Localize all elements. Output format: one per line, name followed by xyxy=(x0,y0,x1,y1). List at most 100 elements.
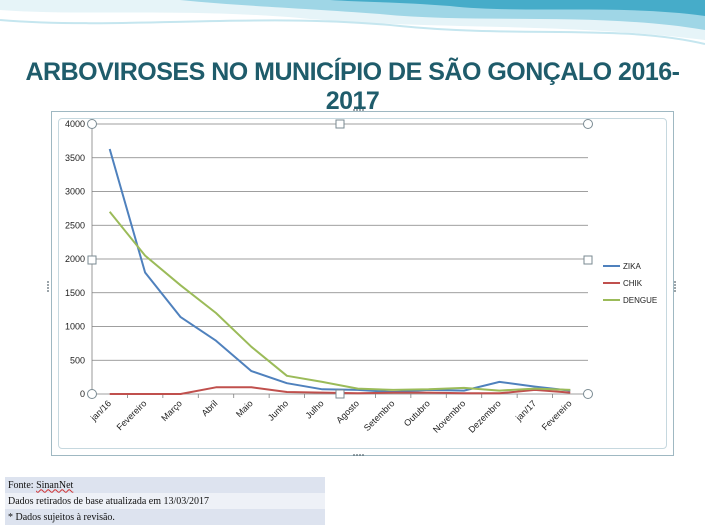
series-line-zika xyxy=(108,148,571,393)
series-line-dengue xyxy=(108,211,571,392)
x-tick-label: Novembro xyxy=(431,398,467,434)
x-tick-label: jan/16 xyxy=(88,398,113,423)
y-tick-label: 2500 xyxy=(65,220,85,230)
frame-grip-dot xyxy=(674,290,676,292)
y-tick-label: 3500 xyxy=(65,153,85,163)
x-tick-label: Julho xyxy=(303,398,325,420)
resize-handle[interactable] xyxy=(335,119,345,129)
x-tick-label: Setembro xyxy=(362,398,397,433)
data-point-chik xyxy=(286,391,288,393)
data-point-chik xyxy=(427,391,429,393)
resize-handle[interactable] xyxy=(87,255,97,265)
slide-title: ARBOVIROSES NO MUNICÍPIO DE SÃO GONÇALO … xyxy=(25,58,681,115)
frame-grip-dot xyxy=(353,454,355,456)
y-tick-label: 500 xyxy=(70,355,85,365)
data-point-dengue xyxy=(463,387,465,389)
resize-handle[interactable] xyxy=(583,255,593,265)
data-point-chik xyxy=(109,393,111,395)
frame-grip-dot xyxy=(47,284,49,286)
frame-grip-dot xyxy=(47,287,49,289)
frame-grip-dot xyxy=(362,109,364,111)
header-wave-banner xyxy=(0,0,705,45)
data-point-dengue xyxy=(109,211,111,213)
source-row-date: Dados retirados de base atualizada em 13… xyxy=(5,493,325,509)
data-point-dengue xyxy=(357,387,359,389)
resize-handle[interactable] xyxy=(583,119,593,129)
data-point-dengue xyxy=(321,381,323,383)
data-point-chik xyxy=(392,391,394,393)
x-tick-label: Fevereiro xyxy=(115,398,149,432)
frame-grip-dot xyxy=(674,284,676,286)
source-empty-cell xyxy=(269,509,325,525)
data-point-dengue xyxy=(427,388,429,390)
data-point-chik xyxy=(179,393,181,395)
data-point-chik xyxy=(357,392,359,394)
data-point-chik xyxy=(250,386,252,388)
data-point-zika xyxy=(250,370,252,372)
frame-grip-dot xyxy=(674,287,676,289)
banner-wave-line xyxy=(0,19,705,45)
resize-handle[interactable] xyxy=(87,389,97,399)
source-revision-note: * Dados sujeitos à revisão. xyxy=(5,509,269,525)
frame-grip-dot xyxy=(356,454,358,456)
x-tick-label: Junho xyxy=(266,398,290,422)
frame-grip-dot xyxy=(356,109,358,111)
source-cell: Fonte: SinanNet xyxy=(5,477,269,493)
banner-wave-dark xyxy=(330,0,705,16)
frame-grip-dot xyxy=(359,454,361,456)
x-tick-label: jan/17 xyxy=(513,398,538,423)
chart-area-border xyxy=(58,118,667,449)
data-point-dengue xyxy=(215,312,217,314)
source-empty-cell xyxy=(269,477,325,493)
data-point-chik xyxy=(463,392,465,394)
source-row-revision: * Dados sujeitos à revisão. xyxy=(5,509,325,525)
data-point-zika xyxy=(109,148,111,150)
legend-label-dengue: DENGUE xyxy=(623,296,657,305)
data-point-zika xyxy=(463,389,465,391)
x-tick-label: Fevereiro xyxy=(540,398,574,432)
resize-handle[interactable] xyxy=(335,389,345,399)
source-row-fonte: Fonte: SinanNet xyxy=(5,477,325,493)
frame-grip-dot xyxy=(47,281,49,283)
data-point-dengue xyxy=(144,254,146,256)
data-point-chik xyxy=(215,386,217,388)
source-empty-cell xyxy=(269,493,325,509)
x-tick-label: Abril xyxy=(200,398,220,418)
data-point-dengue xyxy=(498,389,500,391)
data-point-dengue xyxy=(286,375,288,377)
data-point-dengue xyxy=(569,389,571,391)
frame-grip-dot xyxy=(362,454,364,456)
data-point-dengue xyxy=(250,346,252,348)
data-point-zika xyxy=(286,382,288,384)
resize-handle[interactable] xyxy=(583,389,593,399)
data-point-dengue xyxy=(534,387,536,389)
x-tick-label: Agosto xyxy=(334,398,361,425)
data-point-zika xyxy=(498,381,500,383)
y-tick-label: 4000 xyxy=(65,119,85,129)
data-point-zika xyxy=(144,271,146,273)
y-tick-label: 1000 xyxy=(65,322,85,332)
x-tick-label: Maio xyxy=(234,398,255,419)
y-tick-label: 3000 xyxy=(65,187,85,197)
x-tick-label: Outubro xyxy=(402,398,432,428)
data-point-zika xyxy=(321,388,323,390)
data-point-chik xyxy=(498,392,500,394)
data-point-chik xyxy=(321,391,323,393)
source-prefix: Fonte: xyxy=(8,479,37,491)
frame-grip-dot xyxy=(353,109,355,111)
legend-label-chik: CHIK xyxy=(623,279,643,288)
resize-handle[interactable] xyxy=(87,119,97,129)
legend-label-zika: ZIKA xyxy=(623,262,641,271)
data-point-dengue xyxy=(179,284,181,286)
x-tick-label: Dezembro xyxy=(466,398,502,434)
data-point-chik xyxy=(569,391,571,393)
data-point-zika xyxy=(179,316,181,318)
data-point-dengue xyxy=(392,389,394,391)
y-tick-label: 2000 xyxy=(65,254,85,264)
x-tick-label: Março xyxy=(159,398,184,423)
source-name: SinanNet xyxy=(36,479,74,491)
frame-grip-dot xyxy=(674,281,676,283)
data-point-chik xyxy=(144,393,146,395)
frame-grip-dot xyxy=(47,290,49,292)
